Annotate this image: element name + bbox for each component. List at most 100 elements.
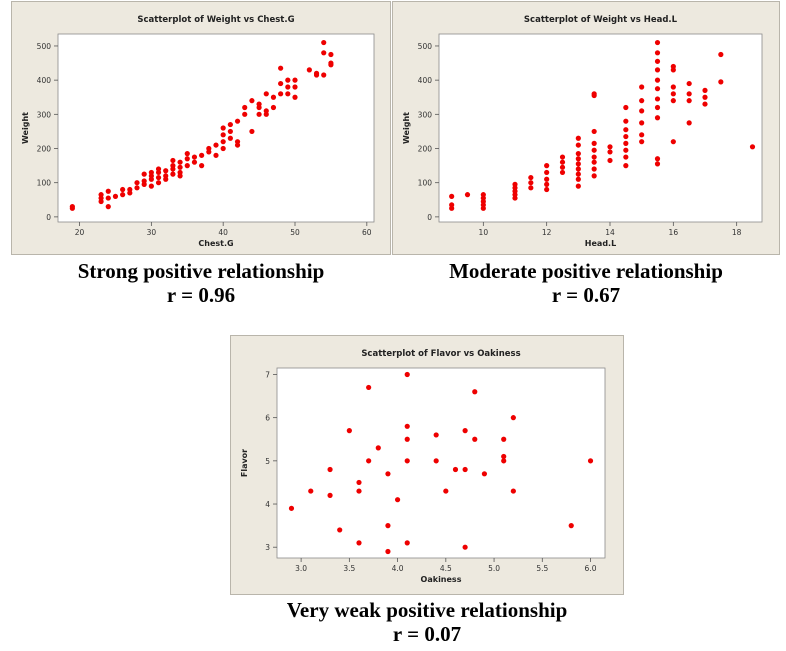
data-point (385, 471, 391, 477)
data-point (321, 50, 327, 56)
data-point (575, 183, 581, 189)
data-point (385, 523, 391, 529)
plot-area (57, 33, 375, 223)
data-point (449, 205, 455, 211)
r-value: r = 0.96 (166, 283, 236, 307)
data-point (591, 166, 597, 172)
data-point (263, 91, 269, 97)
data-point (356, 540, 362, 546)
y-tick-label: 400 (37, 76, 52, 85)
y-tick-label: 4 (265, 500, 270, 509)
caption-text: Moderate positive relationship (449, 259, 723, 283)
data-point (234, 139, 241, 145)
y-tick-label: 100 (418, 179, 433, 188)
data-point (141, 171, 147, 177)
data-point (404, 371, 410, 378)
data-point (749, 144, 756, 150)
data-point (510, 415, 516, 421)
data-point (654, 96, 661, 102)
data-point (568, 523, 574, 529)
data-point (639, 84, 645, 90)
x-tick-label: 14 (605, 228, 615, 237)
data-point (654, 104, 661, 111)
chart-panel-flavor-vs-oakiness: Scatterplot of Flavor vs Oakiness 3.0 3.5 4… (230, 335, 624, 595)
chart-title: Scatterplot of Weight vs Chest.G (137, 15, 294, 25)
data-point (184, 163, 190, 169)
x-axis-label: Head.L (585, 239, 616, 248)
data-point (670, 98, 676, 104)
data-point (327, 492, 333, 498)
chart-panel-weight-vs-head: Scatterplot of Weight vs Head.L 10 12 14 16 1… (392, 1, 780, 255)
data-point (623, 104, 629, 111)
data-point (227, 128, 233, 135)
y-tick-label: 300 (418, 110, 433, 119)
x-tick-label: 20 (75, 228, 85, 237)
y-tick-label: 200 (418, 145, 433, 154)
data-point (654, 67, 661, 73)
caption-text: Strong positive relationship (77, 259, 325, 283)
y-tick-label: 300 (37, 110, 52, 119)
data-point (404, 540, 410, 546)
data-point (220, 139, 226, 145)
data-point (234, 118, 241, 124)
data-point (263, 108, 269, 114)
data-point (177, 164, 183, 170)
data-point (148, 183, 154, 189)
data-point (366, 458, 372, 464)
data-point (623, 140, 629, 146)
data-point (481, 471, 488, 477)
data-point (433, 458, 439, 464)
data-point (105, 188, 111, 194)
data-point (375, 445, 381, 451)
data-point (654, 161, 661, 167)
data-point (654, 156, 661, 162)
data-point (449, 193, 455, 199)
data-point (559, 159, 566, 165)
data-point (575, 161, 581, 167)
data-point (220, 132, 226, 138)
data-point (501, 453, 507, 460)
data-point (575, 135, 581, 141)
data-point (206, 145, 212, 152)
data-point (213, 142, 219, 148)
x-tick-label: 16 (669, 228, 679, 237)
data-point (686, 98, 692, 104)
data-point (575, 166, 581, 172)
data-point (639, 120, 645, 126)
r-value: r = 0.67 (551, 283, 621, 307)
data-point (575, 142, 581, 148)
x-tick-label: 10 (479, 228, 489, 237)
data-point (670, 139, 676, 145)
y-tick-label: 500 (37, 42, 52, 51)
data-point (591, 140, 597, 146)
data-point (385, 548, 391, 555)
x-tick-label: 6.0 (585, 564, 597, 573)
data-point (105, 204, 111, 210)
data-point (227, 135, 233, 141)
data-point (177, 159, 183, 165)
chart-title: Scatterplot of Flavor vs Oakiness (361, 349, 520, 359)
x-tick-label: 3.0 (295, 564, 307, 573)
caption-very-weak-relationship: Very weak positive relationship r = 0.07 (230, 598, 624, 646)
data-point (718, 51, 724, 58)
y-axis-label: Flavor (240, 449, 249, 477)
y-tick-label: 200 (37, 145, 52, 154)
data-point (249, 128, 255, 135)
y-axis-label: Weight (402, 112, 411, 144)
data-point (120, 192, 126, 198)
data-point (575, 176, 581, 182)
data-point (184, 151, 190, 157)
y-tick-label: 0 (427, 213, 432, 222)
data-point (510, 488, 516, 494)
data-point (270, 104, 277, 111)
data-point (177, 173, 183, 179)
data-point (686, 120, 692, 126)
data-point (654, 115, 661, 121)
data-point (404, 458, 410, 464)
data-point (462, 544, 468, 550)
data-point (718, 79, 724, 85)
data-point (328, 51, 334, 58)
x-tick-label: 60 (362, 228, 372, 237)
y-tick-label: 500 (418, 42, 433, 51)
data-point (702, 87, 708, 93)
